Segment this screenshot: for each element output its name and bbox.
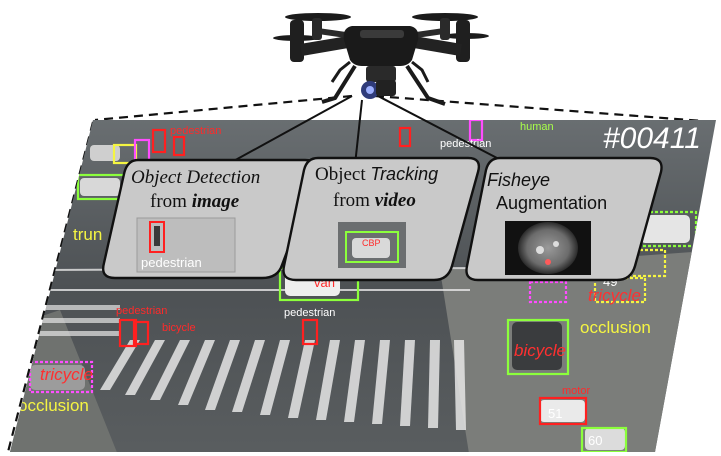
label-pedestrian-center: pedestrian [284,307,335,319]
vehicles [30,145,690,450]
card-object-tracking-title: Object Tracking [315,164,438,185]
card-object-tracking-subtitle: from video [333,190,416,211]
label-pedestrian-mid-left: pedestrian [116,305,167,317]
card-fisheye-augmentation: Fisheye Augmentation [465,156,663,282]
label-pedestrian-top: pedestrian [170,125,221,137]
frame-id: #00411 [603,122,701,155]
projection-lines [6,94,717,453]
label-tricycle-left: tricycle [40,365,93,384]
label-human-top: human [520,121,554,133]
label-truck-left: trun [73,225,102,244]
label-tricycle-right: tricycle [588,286,641,305]
label-car-bottom-right: 60 [588,433,602,448]
drone-icon [273,13,489,106]
label-car-id-right: 51 [548,406,562,421]
label-bicycle-right: bicycle [514,341,566,360]
label-bicycle-mid-left: bicycle [162,322,196,334]
tracking-thumbnail-label: CBP [362,238,381,248]
detection-boxes [28,120,698,452]
label-pedestrian-top-right: pedestrian [440,138,491,150]
label-motor-right: motor [562,385,590,397]
card-object-detection-title: Object Detection [131,167,260,188]
card-object-detection: Object Detection from image pedestrian [101,158,319,280]
label-occlusion-right: occlusion [580,318,651,337]
label-occlusion-left: occlusion [18,396,89,415]
card-fisheye-title2: Augmentation [496,193,607,213]
card-object-detection-subtitle: from image [150,191,240,212]
card-fisheye-title: Fisheye [487,170,550,190]
detection-thumbnail-label: pedestrian [141,255,202,270]
detection-thumbnail [136,217,236,273]
card-object-tracking: Object Tracking from video CBP [282,156,481,282]
